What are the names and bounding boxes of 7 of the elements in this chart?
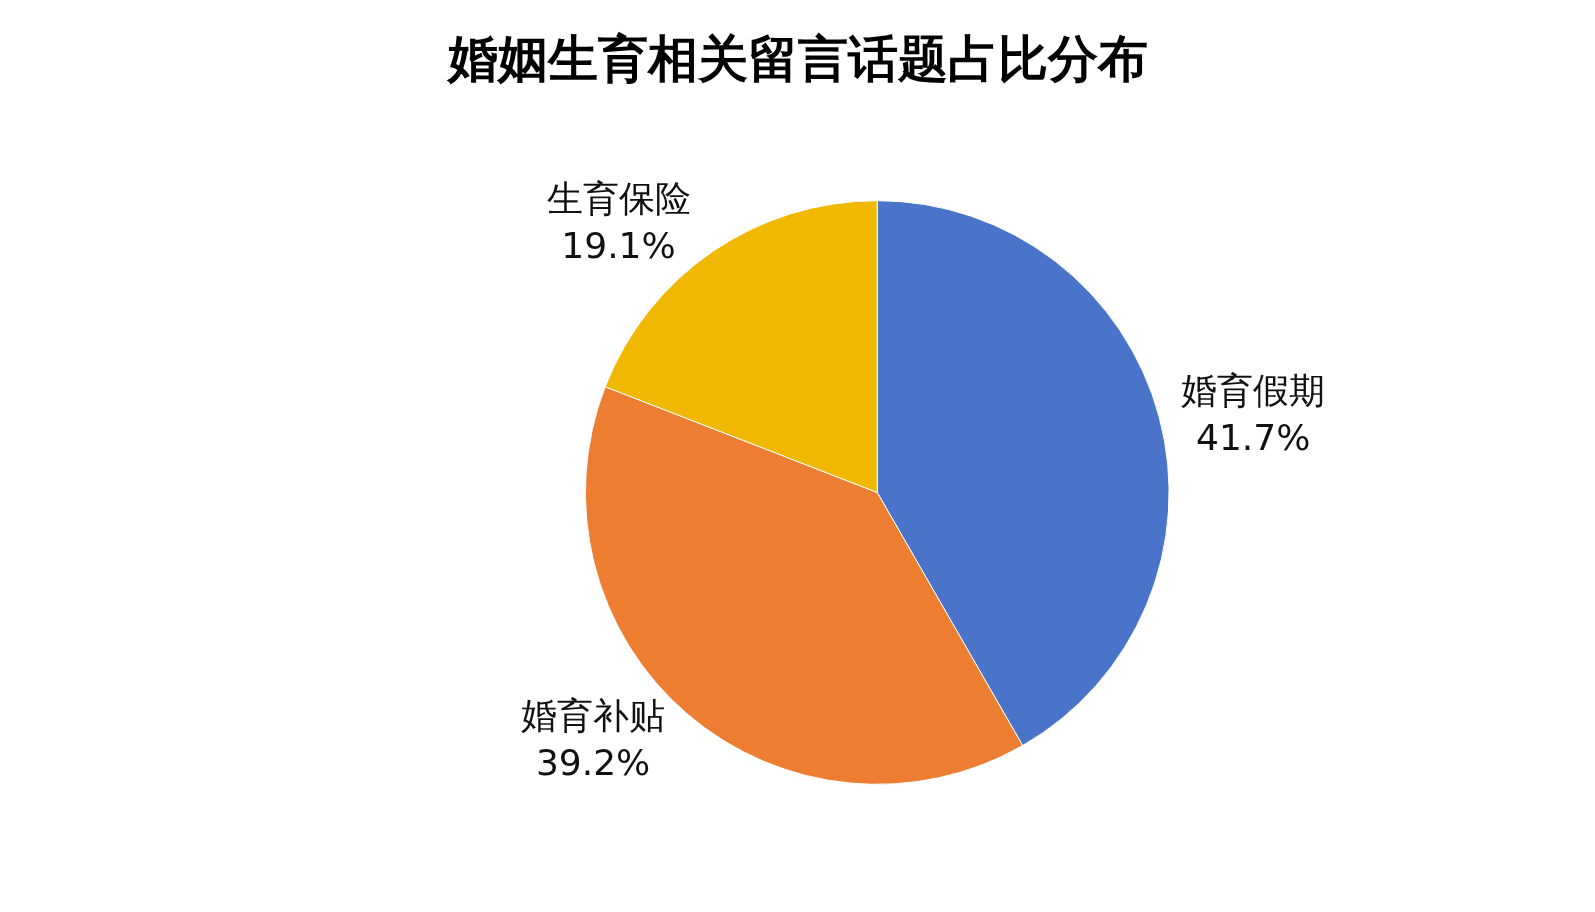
- chart-title: 婚姻生育相关留言话题占比分布: [445, 30, 1148, 89]
- data-label: 19.1%: [561, 224, 676, 266]
- slice-label: 生育保险: [546, 177, 691, 219]
- slice-label: 婚育假期: [1181, 370, 1326, 412]
- data-label: 39.2%: [535, 741, 651, 783]
- slice-label: 婚育补贴: [521, 695, 666, 737]
- data-label: 41.7%: [1195, 417, 1311, 459]
